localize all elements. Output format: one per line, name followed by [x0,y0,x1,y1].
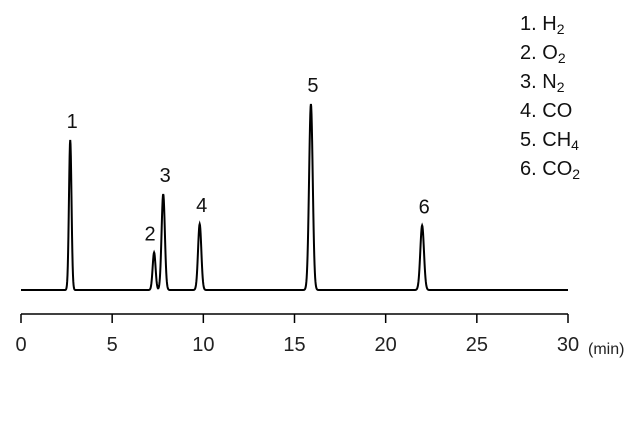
legend-item-compound: CO [542,100,573,122]
legend-item-compound: N [542,71,557,93]
x-axis-unit-label: (min) [588,341,624,358]
x-tick-label-10: 10 [192,334,214,356]
legend-item-number: 3. [520,71,543,93]
peak-label-5: 5 [307,75,318,97]
peak-label-2: 2 [145,224,156,246]
legend: 1. H2 2. O2 3. N2 4. CO 5. CH4 6. CO2 [520,10,580,184]
legend-item-number: 5. [520,129,543,151]
legend-item: 3. N2 [520,68,580,97]
legend-item-compound: CH [542,129,572,151]
legend-item-subscript: 2 [556,79,565,95]
legend-item: 4. CO [520,97,580,126]
legend-item-number: 2. [520,42,543,64]
peak-label-6: 6 [419,197,430,219]
x-tick-label-30: 30 [557,334,579,356]
chromatogram-trace [21,103,568,291]
legend-item: 5. CH4 [520,126,580,155]
legend-item-compound: O [542,42,558,64]
x-tick-label-0: 0 [15,334,26,356]
legend-item-subscript: 2 [572,166,581,182]
legend-item: 2. O2 [520,39,580,68]
legend-item-subscript: 2 [556,21,565,37]
x-tick-label-15: 15 [283,334,305,356]
peak-label-1: 1 [67,111,78,133]
x-tick-label-20: 20 [375,334,397,356]
x-tick-label-5: 5 [107,334,118,356]
legend-item: 6. CO2 [520,155,580,184]
peak-label-4: 4 [196,195,207,217]
legend-item: 1. H2 [520,10,580,39]
x-tick-label-25: 25 [466,334,488,356]
legend-item-subscript: 4 [571,137,579,153]
legend-item-number: 6. [520,158,543,180]
legend-item-compound: CO [542,158,573,180]
peak-label-3: 3 [160,165,171,187]
legend-item-compound: H [542,13,557,35]
legend-item-number: 1. [520,13,543,35]
legend-item-number: 4. [520,100,543,122]
legend-item-subscript: 2 [557,50,566,66]
